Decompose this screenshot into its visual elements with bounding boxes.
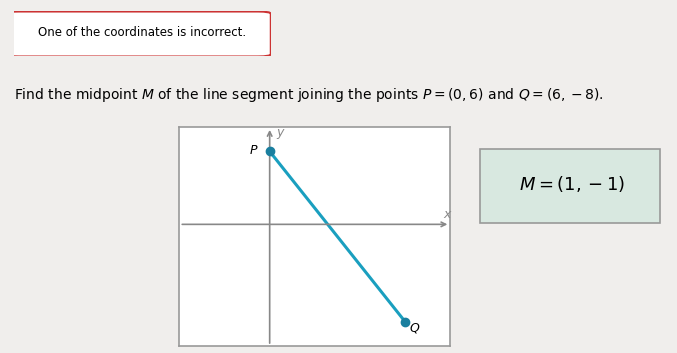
FancyBboxPatch shape xyxy=(6,12,271,56)
FancyBboxPatch shape xyxy=(480,149,661,223)
Text: y: y xyxy=(276,126,284,139)
Text: Find the midpoint $M$ of the line segment joining the points $P = (0, 6)$ and $Q: Find the midpoint $M$ of the line segmen… xyxy=(14,86,603,104)
Text: One of the coordinates is incorrect.: One of the coordinates is incorrect. xyxy=(38,26,246,39)
Text: x: x xyxy=(443,208,451,221)
Text: P: P xyxy=(249,144,257,157)
Text: Q: Q xyxy=(410,321,420,334)
Text: $M = (1, -1)$: $M = (1, -1)$ xyxy=(519,174,626,193)
